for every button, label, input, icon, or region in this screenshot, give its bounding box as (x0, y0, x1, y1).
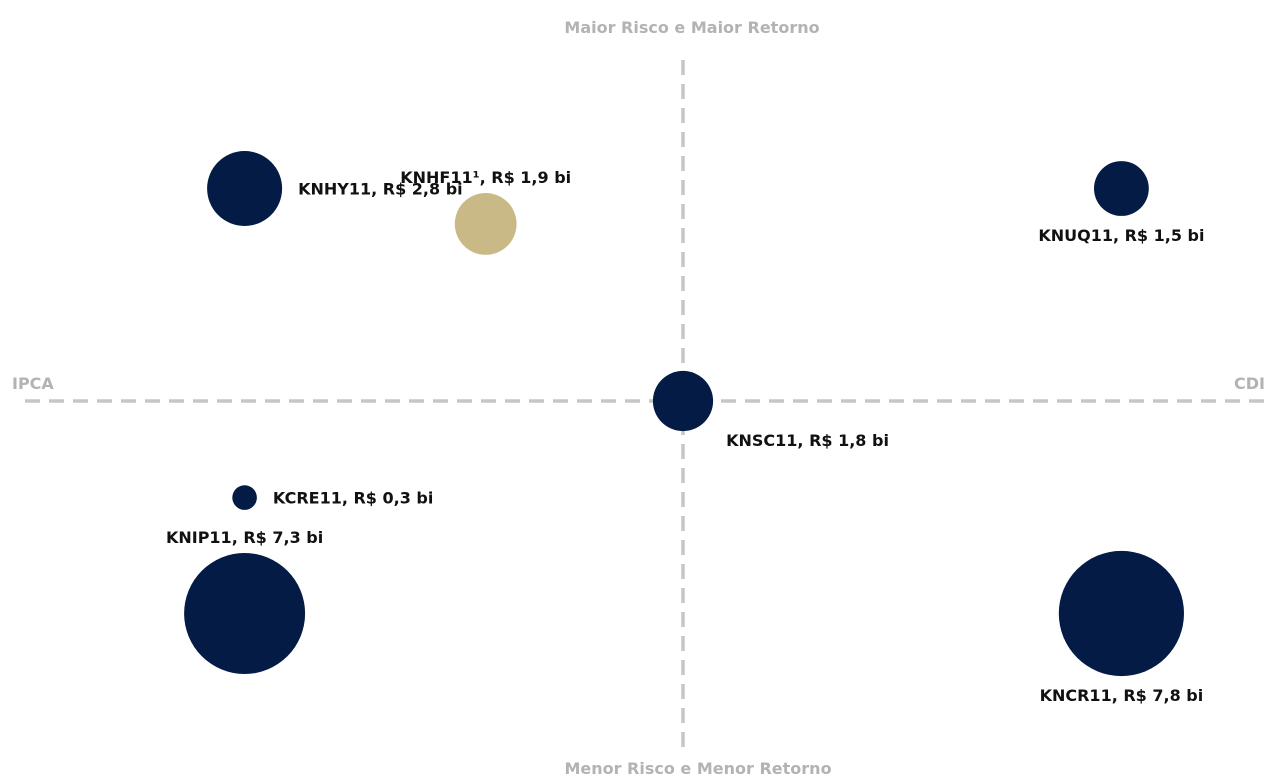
knuq11-label: KNUQ11, R$ 1,5 bi (1038, 226, 1204, 245)
right-axis-label: CDI (1234, 374, 1265, 393)
knhf11-bubble (454, 193, 517, 255)
bottom-axis-label: Menor Risco e Menor Retorno (564, 759, 831, 778)
top-axis-label: Maior Risco e Maior Retorno (564, 18, 819, 37)
left-axis-label: IPCA (12, 374, 54, 393)
kncr11-label: KNCR11, R$ 7,8 bi (1040, 686, 1204, 705)
knsc11-bubble (652, 370, 714, 432)
knhf11-label: KNHF11¹, R$ 1,9 bi (400, 168, 571, 187)
knsc11-label: KNSC11, R$ 1,8 bi (726, 431, 889, 450)
knhy11-bubble (207, 151, 283, 226)
kcre11-bubble (232, 485, 257, 510)
knuq11-bubble (1094, 161, 1149, 216)
knip11-label: KNIP11, R$ 7,3 bi (166, 528, 323, 547)
kcre11-label: KCRE11, R$ 0,3 bi (273, 489, 433, 508)
kncr11-bubble (1058, 550, 1184, 677)
knip11-bubble (184, 553, 306, 674)
knhy11-label: KNHY11, R$ 2,8 bi (298, 180, 463, 199)
